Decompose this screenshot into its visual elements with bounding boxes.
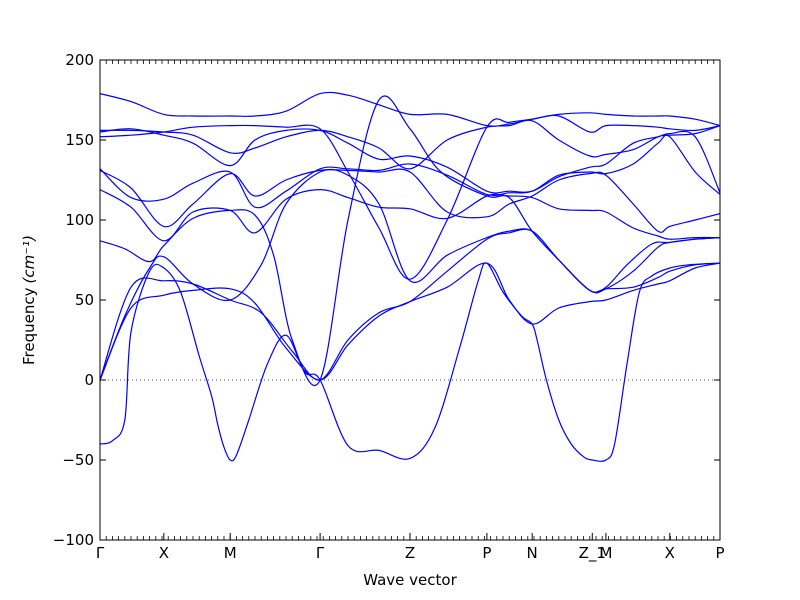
y-axis-label: Frequency (cm⁻¹) xyxy=(20,235,38,365)
plot-area xyxy=(100,91,720,462)
band-line-4 xyxy=(100,168,720,381)
x-axis-label: Wave vector xyxy=(363,571,457,589)
x-tick-label: X xyxy=(665,544,675,562)
band-line-7 xyxy=(100,168,720,233)
y-axis-label-text: Frequency xyxy=(20,287,38,365)
y-tick-label: 150 xyxy=(65,131,94,149)
band-line-2 xyxy=(100,262,720,381)
x-tick-label: Γ xyxy=(96,544,105,562)
band-line-11 xyxy=(100,114,720,280)
x-tick-label: P xyxy=(715,544,724,562)
x-tick-label: X xyxy=(159,544,169,562)
plot-frame xyxy=(99,59,721,541)
x-tick-label: P xyxy=(482,544,491,562)
y-tick-label: 100 xyxy=(65,211,94,229)
x-tick-label: M xyxy=(224,544,237,562)
band-line-3 xyxy=(100,228,720,381)
x-tick-label: Z xyxy=(405,544,415,562)
y-tick-label: 50 xyxy=(75,291,94,309)
y-axis-unit: (cm⁻¹) xyxy=(20,235,38,284)
band-line-12 xyxy=(100,91,720,127)
band-line-5 xyxy=(100,95,720,387)
x-tick-label: Z_1 xyxy=(579,544,606,563)
band-line-1 xyxy=(100,262,720,462)
y-tick-label: −50 xyxy=(62,451,94,469)
band-line-10 xyxy=(100,119,720,170)
band-line-8 xyxy=(100,134,720,209)
y-tick-label: 0 xyxy=(84,371,94,389)
y-tick-label: −100 xyxy=(53,531,94,549)
x-tick-label: M xyxy=(599,544,612,562)
series-group xyxy=(100,91,720,462)
x-tick-label: N xyxy=(527,544,538,562)
x-tick-label: Γ xyxy=(316,544,325,562)
band-line-6 xyxy=(100,188,720,242)
band-line-9 xyxy=(100,128,720,194)
y-tick-label: 200 xyxy=(65,51,94,69)
